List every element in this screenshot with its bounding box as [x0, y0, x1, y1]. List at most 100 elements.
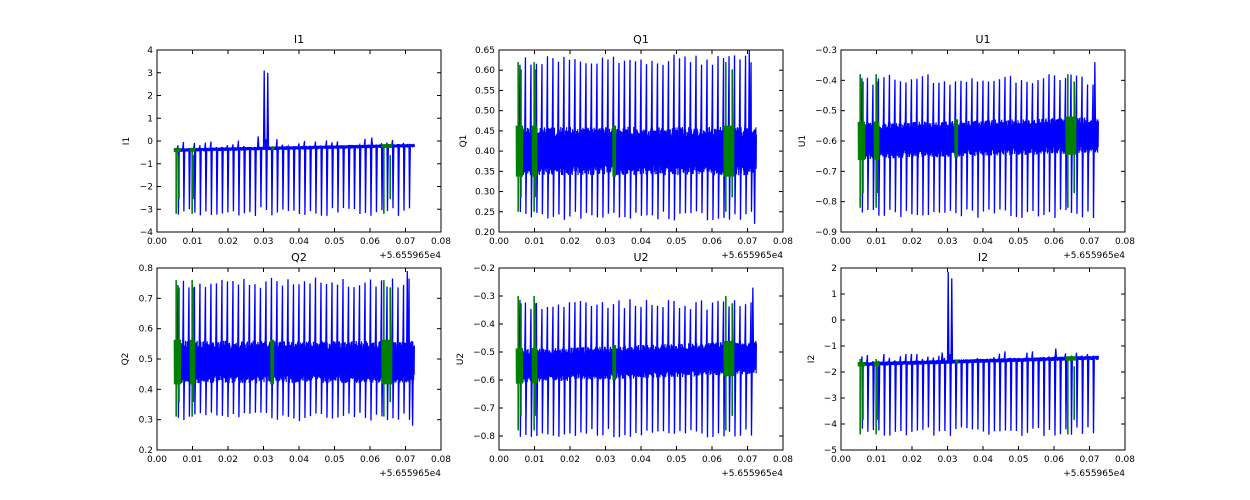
series-signal-spike [694, 55, 698, 212]
series-signal-spike [363, 282, 367, 418]
y-tick-label: 0.8 [139, 264, 154, 274]
series-signal-spike [187, 287, 191, 417]
series-signal-spike [666, 61, 671, 220]
series-signal-extra-spike [266, 72, 270, 149]
series-signal-spike [992, 80, 996, 214]
series-signal-spike [661, 307, 665, 432]
series-signal-spike [887, 74, 892, 210]
series-signal-spike [639, 59, 643, 216]
x-tick-label: 0.04 [631, 237, 651, 247]
y-axis-label: Q1 [459, 135, 469, 148]
series-signal-spike [369, 279, 373, 421]
y-axis-label: Q2 [121, 353, 131, 366]
x-tick-label: 0.01 [182, 455, 202, 465]
y-tick-label: 0.50 [475, 107, 495, 117]
series-signal-spike [683, 56, 687, 214]
x-tick-label: 0.02 [560, 455, 580, 465]
y-tick-label: 0.60 [475, 66, 495, 76]
series-signal-spike [677, 58, 682, 214]
series-signal-spike [733, 55, 737, 215]
x-tick-label: 0.05 [1008, 455, 1028, 465]
series-signal-spike [335, 284, 340, 418]
series-signal-spike [965, 360, 969, 429]
y-tick-label: 4 [147, 46, 153, 56]
series-signal-spike [391, 278, 395, 419]
series-signal-spike [280, 144, 285, 210]
series-signal-spike [942, 81, 947, 213]
series-signal-spike [292, 145, 296, 211]
series-signal-spike [937, 82, 941, 213]
series-signal-spike [915, 353, 919, 431]
series-signal-spike [1058, 356, 1062, 435]
series-signal-spike [1008, 75, 1013, 217]
series-signal-spike [396, 145, 400, 216]
y-tick-label: −0.4 [815, 76, 837, 86]
series-signal-spike [342, 146, 345, 208]
series-signal-spike [744, 304, 748, 430]
series-signal-spike [1080, 355, 1084, 434]
series-signal-spike [545, 56, 550, 219]
series-signal-spike [1091, 84, 1095, 218]
series-signal-spike [280, 285, 285, 416]
series-signal-spike [970, 78, 974, 211]
series-signal-spike [975, 81, 980, 218]
y-tick-label: −5 [824, 446, 837, 456]
series-signal-spike [259, 148, 263, 208]
x-offset-label: +5.655965e4 [721, 251, 783, 261]
x-tick-label: 0.00 [489, 455, 509, 465]
series-signal-spike [198, 145, 202, 216]
series-signal-spike [380, 143, 384, 211]
x-tick-label: 0.01 [866, 237, 886, 247]
x-tick-label: 0.00 [831, 455, 851, 465]
y-tick-label: −4 [140, 228, 154, 238]
series-signal-spike [291, 284, 296, 419]
series-signal-spike [270, 146, 274, 216]
series-signal-spike [677, 307, 682, 432]
series-signal-spike [749, 302, 753, 436]
series-signal-spike [236, 140, 241, 216]
x-tick-label: 0.04 [973, 237, 993, 247]
x-tick-label: 0.08 [1115, 455, 1135, 465]
x-tick-label: 0.04 [973, 455, 993, 465]
series-segment-band [612, 125, 617, 177]
series-signal-extra-spike [751, 287, 755, 358]
x-tick-label: 0.05 [1008, 237, 1028, 247]
y-tick-label: 0.2 [139, 446, 153, 456]
series-signal-spike [198, 283, 202, 414]
x-tick-label: 0.08 [773, 237, 793, 247]
y-tick-label: 2 [147, 92, 153, 102]
series-signal-spike [622, 60, 627, 218]
y-tick-label: −0.6 [815, 137, 837, 147]
x-tick-label: 0.00 [489, 237, 509, 247]
series-segment-band [954, 119, 959, 158]
series-signal-spike [529, 64, 533, 218]
series-signal-spike [523, 302, 528, 435]
x-tick-label: 0.00 [831, 237, 851, 247]
x-tick-label: 0.08 [431, 237, 451, 247]
x-tick-label: 0.05 [666, 237, 686, 247]
series-signal-spike [1047, 74, 1051, 213]
x-tick-label: 0.07 [1079, 455, 1099, 465]
y-tick-label: −0.3 [815, 46, 837, 56]
series-signal-spike [540, 64, 544, 215]
series-signal-spike [231, 144, 235, 212]
y-tick-label: −0.5 [815, 107, 837, 117]
series-signal-spike [1047, 356, 1051, 430]
x-tick-label: 0.06 [1044, 237, 1064, 247]
series-signal-spike [666, 300, 671, 434]
series-signal-spike [694, 302, 698, 432]
series-signal-extra-spike [262, 70, 266, 149]
series-signal-spike [699, 64, 704, 214]
series-signal-spike [567, 302, 572, 434]
series-signal-spike [1086, 84, 1090, 212]
series-signal-spike [275, 281, 279, 420]
series-signal-spike [220, 146, 224, 214]
y-tick-label: 0.6 [139, 325, 154, 335]
series-signal-spike [920, 76, 925, 216]
x-tick-label: 0.04 [289, 455, 309, 465]
series-signal-spike [948, 84, 952, 211]
y-tick-label: −0.7 [815, 167, 837, 177]
series-signal-spike [578, 300, 583, 433]
y-tick-label: −0.8 [473, 432, 495, 442]
x-tick-label: 0.01 [182, 237, 202, 247]
